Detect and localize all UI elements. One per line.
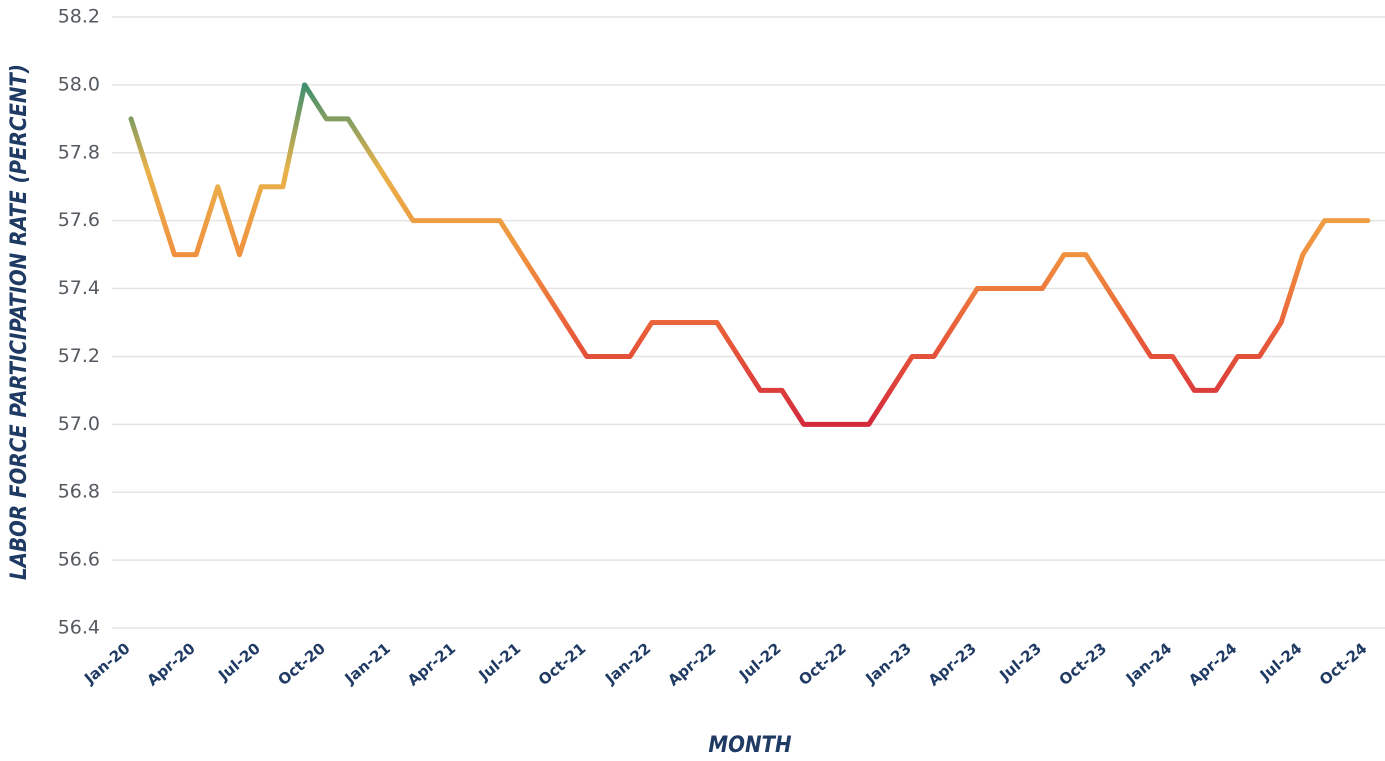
- data-line: [128, 82, 1371, 427]
- x-tick-label: Apr-24: [1185, 639, 1240, 689]
- x-tick-label: Apr-20: [144, 639, 199, 689]
- x-tick-label: Jul-21: [475, 639, 525, 685]
- y-tick-label: 58.2: [58, 6, 100, 28]
- x-tick-label: Jul-23: [995, 639, 1045, 685]
- y-tick-label: 58.0: [58, 73, 100, 95]
- y-tick-label: 57.4: [58, 277, 100, 299]
- x-tick-label: Jan-24: [1122, 639, 1175, 688]
- x-tick-label: Jul-22: [735, 639, 785, 685]
- x-tick-label: Apr-21: [404, 639, 459, 689]
- y-tick-label: 57.0: [58, 413, 100, 435]
- x-tick-label: Jul-20: [214, 639, 264, 685]
- y-tick-label: 56.6: [58, 549, 100, 571]
- y-axis-title: LABOR FORCE PARTICIPATION RATE (PERCENT): [7, 64, 32, 580]
- y-tick-label: 57.6: [58, 209, 100, 231]
- y-tick-label: 56.8: [58, 481, 100, 503]
- x-tick-label: Oct-21: [535, 639, 589, 689]
- x-tick-label: Apr-22: [664, 639, 719, 689]
- x-tick-label: Oct-22: [795, 639, 849, 689]
- x-tick-label: Jan-20: [80, 639, 133, 688]
- x-tick-label: Oct-24: [1316, 639, 1370, 689]
- x-tick-label: Jan-22: [601, 639, 654, 688]
- x-tick-label: Jan-21: [341, 639, 394, 688]
- y-tick-label: 56.4: [58, 617, 100, 639]
- y-tick-label: 57.8: [58, 141, 100, 163]
- x-tick-label: Oct-20: [274, 639, 328, 689]
- x-tick-label: Jul-24: [1256, 639, 1306, 685]
- x-tick-label: Jan-23: [861, 639, 914, 688]
- x-axis-title: MONTH: [708, 733, 792, 758]
- x-tick-label: Apr-23: [925, 639, 980, 689]
- y-tick-label: 57.2: [58, 345, 100, 367]
- x-tick-label: Oct-23: [1056, 639, 1110, 689]
